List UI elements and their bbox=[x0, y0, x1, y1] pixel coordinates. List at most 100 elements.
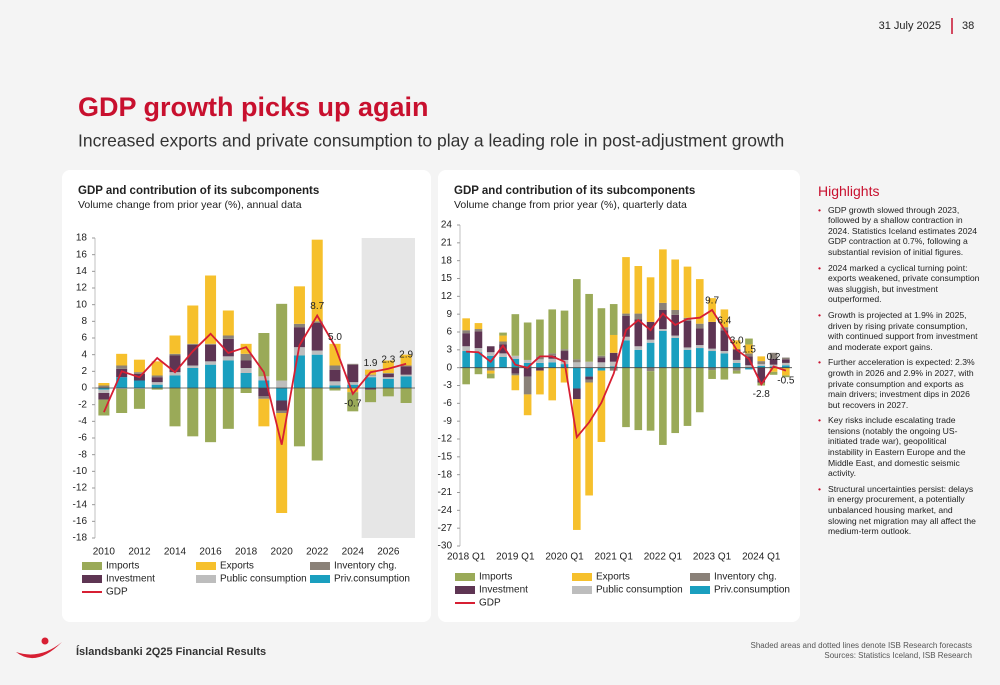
x-tick-label: 2012 bbox=[128, 547, 151, 558]
bar-segment bbox=[659, 302, 667, 311]
bar-segment bbox=[151, 375, 163, 378]
bar-segment bbox=[745, 353, 753, 357]
bar-segment bbox=[745, 365, 753, 368]
y-tick-label: -4 bbox=[78, 416, 87, 427]
highlight-item: Growth is projected at 1.9% in 2025, dri… bbox=[818, 310, 980, 352]
bar-segment bbox=[187, 388, 199, 437]
bar-segment bbox=[293, 286, 305, 324]
bar-segment bbox=[293, 388, 305, 447]
bar-segment bbox=[462, 351, 470, 368]
bar-segment bbox=[169, 372, 181, 376]
bar-segment bbox=[187, 368, 199, 388]
bar-segment bbox=[293, 347, 305, 356]
bar-segment bbox=[116, 353, 128, 366]
bar-segment bbox=[293, 327, 305, 348]
y-tick-label: 2 bbox=[81, 366, 87, 377]
bar-segment bbox=[400, 376, 412, 388]
legend-label: GDP bbox=[479, 598, 501, 609]
bar-segment bbox=[98, 393, 110, 400]
highlight-item: Structural uncertainties persist: delays… bbox=[818, 484, 980, 537]
logo bbox=[16, 637, 62, 659]
y-tick-label: -10 bbox=[73, 466, 88, 477]
y-tick-label: 18 bbox=[76, 233, 88, 244]
bar-segment bbox=[151, 388, 163, 390]
bar-segment bbox=[329, 343, 341, 366]
bar-segment bbox=[462, 330, 470, 334]
x-tick-label: 2010 bbox=[93, 547, 116, 558]
bar-segment bbox=[585, 361, 593, 368]
bar-segment bbox=[634, 313, 643, 320]
chart-title: GDP and contribution of its subcomponent… bbox=[454, 185, 695, 197]
bar-segment bbox=[222, 310, 234, 336]
bar-segment bbox=[169, 353, 181, 356]
data-label: 1.5 bbox=[742, 344, 756, 355]
bar-segment bbox=[597, 357, 606, 363]
highlight-item: Key risks include escalating trade tensi… bbox=[818, 415, 980, 479]
y-tick-label: -9 bbox=[443, 416, 452, 427]
bar-segment bbox=[98, 399, 110, 416]
bar-segment bbox=[573, 362, 581, 368]
bar-segment bbox=[745, 356, 753, 366]
bar-segment bbox=[365, 377, 377, 388]
bar-segment bbox=[311, 354, 323, 388]
bar-segment bbox=[311, 388, 323, 461]
bar-segment bbox=[782, 365, 790, 368]
bar-segment bbox=[276, 388, 288, 401]
y-tick-label: 6 bbox=[446, 327, 452, 338]
bar-segment bbox=[329, 385, 341, 388]
bar-segment bbox=[499, 341, 507, 345]
legend-swatch bbox=[455, 573, 475, 581]
bar-segment bbox=[548, 358, 557, 363]
bar-segment bbox=[511, 314, 520, 356]
bar-segment bbox=[205, 388, 217, 443]
x-tick-label: 2021 Q1 bbox=[595, 552, 634, 563]
bar-segment bbox=[622, 367, 630, 428]
y-tick-label: -21 bbox=[438, 487, 453, 498]
bar-segment bbox=[329, 388, 341, 391]
bar-segment bbox=[757, 361, 766, 365]
legend-label: Exports bbox=[220, 561, 254, 572]
y-tick-label: 9 bbox=[446, 309, 452, 320]
bar-segment bbox=[560, 351, 569, 360]
bar-segment bbox=[133, 372, 145, 374]
bar-segment bbox=[151, 361, 163, 376]
bar-segment bbox=[523, 394, 532, 416]
bar-segment bbox=[499, 344, 507, 354]
bar-segment bbox=[597, 370, 606, 442]
bar-segment bbox=[222, 356, 234, 361]
bar-segment bbox=[548, 309, 557, 354]
bar-segment bbox=[311, 323, 323, 351]
gdp-line bbox=[103, 313, 407, 445]
data-label: 3.0 bbox=[730, 335, 744, 346]
bar-segment bbox=[98, 388, 110, 390]
bar-segment bbox=[240, 343, 252, 354]
y-tick-label: 8 bbox=[81, 316, 87, 327]
legend-label: Public consumption bbox=[596, 585, 683, 596]
bar-segment bbox=[536, 356, 544, 360]
bar-segment bbox=[133, 380, 145, 388]
bar-segment bbox=[695, 279, 704, 324]
bar-segment bbox=[536, 370, 544, 395]
y-tick-label: 24 bbox=[441, 220, 453, 231]
bar-segment bbox=[745, 344, 753, 354]
bar-segment bbox=[683, 367, 692, 426]
x-tick-label: 2026 bbox=[377, 547, 400, 558]
bar-segment bbox=[205, 275, 217, 344]
legend-swatch bbox=[572, 586, 592, 594]
bar-segment bbox=[622, 340, 630, 368]
bar-segment bbox=[573, 388, 581, 400]
bar-segment bbox=[258, 333, 270, 377]
bar-segment bbox=[597, 362, 606, 368]
highlight-item: GDP growth slowed through 2023, followed… bbox=[818, 205, 980, 258]
bar-segment bbox=[187, 344, 199, 366]
bar-segment bbox=[708, 351, 716, 368]
y-tick-label: 18 bbox=[441, 255, 453, 266]
x-tick-label: 2024 Q1 bbox=[742, 552, 781, 563]
y-tick-label: 15 bbox=[441, 273, 453, 284]
bar-segment bbox=[548, 353, 557, 356]
bar-segment bbox=[769, 371, 778, 375]
bar-segment bbox=[474, 331, 483, 349]
bar-segment bbox=[347, 388, 359, 393]
bar-segment bbox=[597, 308, 606, 356]
bar-segment bbox=[222, 338, 234, 357]
